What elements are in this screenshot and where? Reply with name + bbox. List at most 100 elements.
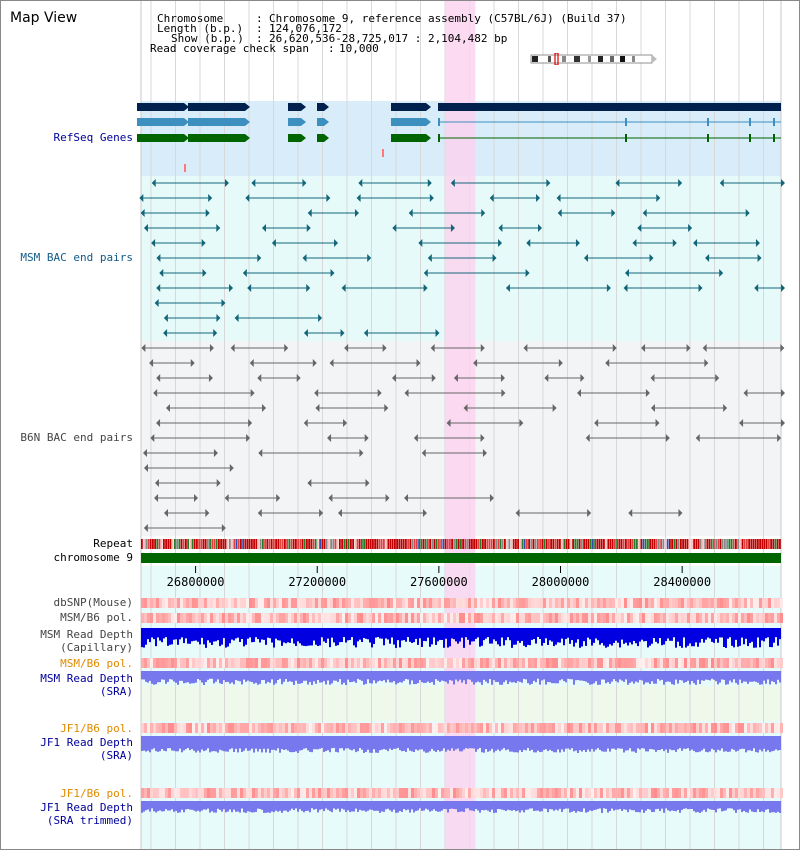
repeat-element bbox=[462, 539, 464, 549]
msm-depth-sra-bar bbox=[409, 671, 411, 685]
msm-bac-pair-end bbox=[498, 239, 503, 247]
msm-bac-pair-end bbox=[234, 314, 239, 322]
show-label: Show (b.p.) bbox=[171, 32, 244, 45]
msm-depth-sra-bar bbox=[565, 671, 567, 683]
jf1-depth-bar bbox=[175, 736, 177, 752]
msm-depth-capillary-bar bbox=[621, 628, 623, 640]
track-label-msm-depth-capillary[interactable]: MSM Read Depth bbox=[40, 628, 133, 641]
track-label-jf1-depth[interactable]: JF1 Read Depth bbox=[40, 736, 133, 749]
jf1-trimmed-depth-bar bbox=[165, 801, 167, 810]
msm-depth-capillary-bar bbox=[245, 628, 247, 645]
msm-pol-cell bbox=[219, 613, 222, 623]
repeat-element bbox=[402, 539, 405, 549]
msm-depth-sra-bar bbox=[539, 671, 541, 685]
jf1-pol-cell bbox=[447, 723, 450, 733]
msm-pol-cell bbox=[414, 613, 417, 623]
jf1-trimmed-depth-bar bbox=[389, 801, 391, 811]
jf1-pol-trimmed-cell bbox=[192, 788, 195, 798]
b6n-bac-pair-end bbox=[645, 389, 650, 397]
msm-depth-sra-bar bbox=[745, 671, 747, 682]
msm-depth-capillary-bar bbox=[209, 628, 211, 643]
dbsnp-cell bbox=[420, 598, 423, 608]
msm-pol-sra-cell bbox=[678, 658, 681, 668]
msm-bac-pair-end bbox=[156, 284, 161, 292]
jf1-pol-trimmed-cell bbox=[501, 788, 504, 798]
repeat-element bbox=[248, 539, 251, 549]
b6n-bac-pair-end bbox=[213, 449, 218, 457]
repeat-element bbox=[231, 539, 233, 549]
msm-pol-cell bbox=[594, 613, 597, 623]
dbsnp-cell bbox=[450, 598, 453, 608]
jf1-depth-bar bbox=[153, 736, 155, 749]
msm-depth-sra-bar bbox=[751, 671, 753, 682]
msm-depth-sra-bar bbox=[271, 671, 273, 680]
jf1-depth-bar bbox=[755, 736, 757, 753]
msm-depth-capillary-bar bbox=[657, 628, 659, 644]
track-label-msm-pol-capillary[interactable]: MSM/B6 pol. bbox=[60, 611, 133, 624]
msm-depth-capillary-bar bbox=[199, 628, 201, 645]
track-label-msm-pol-sra[interactable]: MSM/B6 pol. bbox=[60, 657, 133, 670]
repeat-element bbox=[160, 539, 163, 549]
msm-pol-sra-cell bbox=[603, 658, 606, 668]
msm-depth-capillary-bar bbox=[673, 628, 675, 638]
repeat-element bbox=[288, 539, 291, 549]
jf1-trimmed-depth-bar bbox=[475, 801, 477, 809]
track-label-jf1-pol[interactable]: JF1/B6 pol. bbox=[60, 722, 133, 735]
jf1-pol-cell bbox=[168, 723, 171, 733]
track-label-refseq[interactable]: RefSeq Genes bbox=[53, 131, 133, 144]
jf1-depth-bar bbox=[353, 736, 355, 750]
msm-depth-sra-bar bbox=[259, 671, 261, 684]
jf1-pol-cell bbox=[594, 723, 597, 733]
jf1-trimmed-depth-bar bbox=[381, 801, 383, 812]
repeat-element bbox=[482, 539, 484, 549]
jf1-depth-bar bbox=[559, 736, 561, 753]
jf1-pol-cell bbox=[339, 723, 342, 733]
msm-depth-capillary-bar bbox=[511, 628, 513, 648]
jf1-depth-bar bbox=[517, 736, 519, 753]
track-label-dbsnp[interactable]: dbSNP(Mouse) bbox=[53, 596, 133, 609]
msm-depth-sra-bar bbox=[541, 671, 543, 681]
dbsnp-cell bbox=[147, 598, 150, 608]
dbsnp-cell bbox=[291, 598, 294, 608]
msm-depth-sra-bar bbox=[729, 671, 731, 681]
jf1-trimmed-depth-bar bbox=[197, 801, 199, 811]
jf1-pol-cell bbox=[144, 723, 147, 733]
jf1-trimmed-depth-bar bbox=[679, 801, 681, 813]
track-label-repeat[interactable]: Repeat bbox=[93, 537, 133, 550]
msm-depth-capillary-bar bbox=[243, 628, 245, 647]
jf1-depth-bar bbox=[423, 736, 425, 752]
track-label-msm-bac[interactable]: MSM BAC end pairs bbox=[20, 251, 133, 264]
track-label-chromosome[interactable]: chromosome 9 bbox=[53, 551, 133, 564]
jf1-depth-bar bbox=[181, 736, 183, 753]
jf1-pol-cell bbox=[174, 723, 177, 733]
jf1-trimmed-depth-bar bbox=[371, 801, 373, 810]
jf1-trimmed-depth-bar bbox=[337, 801, 339, 809]
msm-pol-cell bbox=[630, 613, 633, 623]
chromosome-ideogram[interactable] bbox=[528, 53, 658, 65]
jf1-depth-bar bbox=[151, 736, 153, 750]
msm-pol-cell bbox=[486, 613, 489, 623]
track-label-b6n-bac[interactable]: B6N BAC end pairs bbox=[20, 431, 133, 444]
jf1-pol-cell bbox=[492, 723, 495, 733]
jf1-depth-bar bbox=[403, 736, 405, 751]
jf1-pol-cell bbox=[330, 723, 333, 733]
track-label-jf1-pol-trimmed[interactable]: JF1/B6 pol. bbox=[60, 787, 133, 800]
dbsnp-cell bbox=[588, 598, 591, 608]
b6n-bac-pair-end bbox=[515, 509, 520, 517]
jf1-pol-trimmed-cell bbox=[672, 788, 675, 798]
msm-depth-capillary-bar bbox=[331, 628, 333, 638]
msm-pol-cell bbox=[531, 613, 534, 623]
jf1-trimmed-depth-bar bbox=[585, 801, 587, 813]
jf1-depth-bar bbox=[291, 736, 293, 753]
b6n-bac-pair-end bbox=[141, 344, 146, 352]
msm-depth-capillary-bar bbox=[389, 628, 391, 644]
msm-pol-cell bbox=[585, 613, 588, 623]
dbsnp-cell bbox=[570, 598, 573, 608]
track-label-msm-depth-sra[interactable]: MSM Read Depth bbox=[40, 672, 133, 685]
b6n-bac-pair-end bbox=[208, 374, 213, 382]
jf1-trimmed-depth-bar bbox=[215, 801, 217, 813]
msm-depth-capillary-bar bbox=[609, 628, 611, 645]
msm-depth-sra-bar bbox=[621, 671, 623, 681]
track-label-jf1-trimmed-depth[interactable]: JF1 Read Depth bbox=[40, 801, 133, 814]
